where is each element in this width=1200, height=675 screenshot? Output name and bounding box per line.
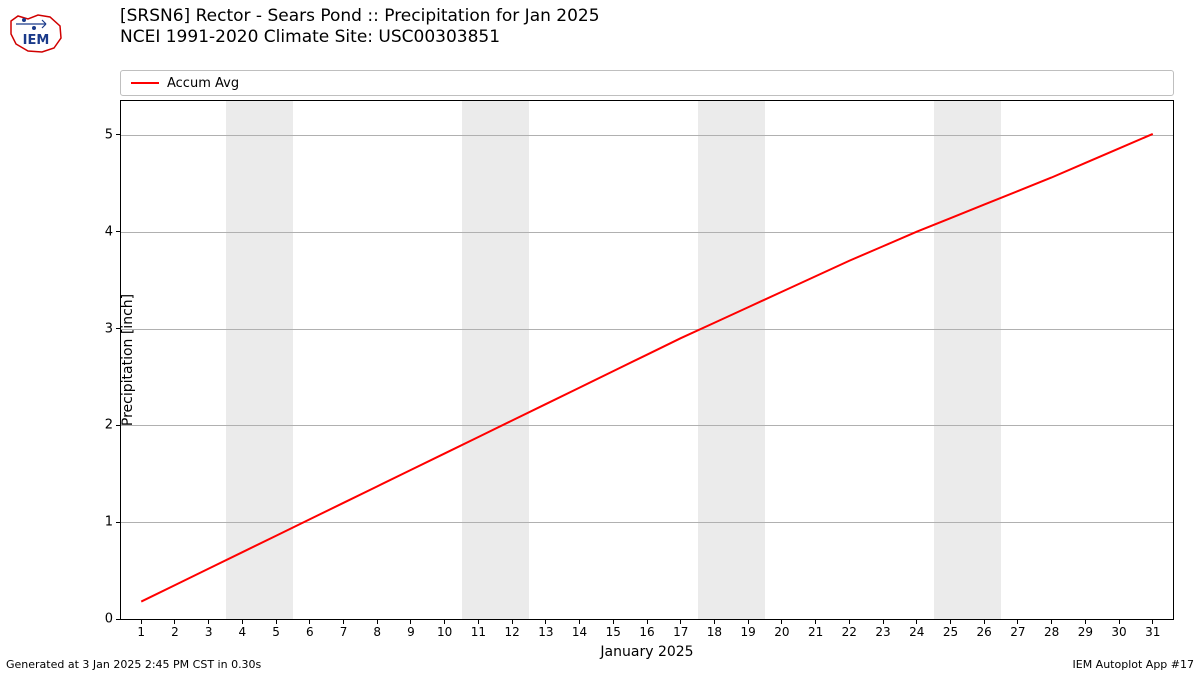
plot-area: 0123451234567891011121314151617181920212… bbox=[120, 100, 1174, 620]
ytick-label: 3 bbox=[105, 321, 121, 336]
xtick-label: 22 bbox=[842, 619, 857, 639]
xtick-label: 15 bbox=[606, 619, 621, 639]
xtick-label: 18 bbox=[707, 619, 722, 639]
iem-logo: IEM bbox=[6, 6, 66, 56]
ytick-label: 0 bbox=[105, 612, 121, 627]
xtick-label: 21 bbox=[808, 619, 823, 639]
legend: Accum Avg bbox=[120, 70, 1174, 96]
xtick-label: 2 bbox=[171, 619, 179, 639]
xtick-label: 9 bbox=[407, 619, 415, 639]
xtick-label: 5 bbox=[272, 619, 280, 639]
xtick-label: 26 bbox=[977, 619, 992, 639]
xtick-label: 13 bbox=[538, 619, 553, 639]
footer-appid: IEM Autoplot App #17 bbox=[1073, 658, 1195, 671]
ytick-label: 2 bbox=[105, 418, 121, 433]
xtick-label: 28 bbox=[1044, 619, 1059, 639]
xtick-label: 24 bbox=[909, 619, 924, 639]
xtick-label: 31 bbox=[1145, 619, 1160, 639]
xtick-label: 19 bbox=[741, 619, 756, 639]
ytick-label: 4 bbox=[105, 224, 121, 239]
xtick-label: 17 bbox=[673, 619, 688, 639]
xtick-label: 10 bbox=[437, 619, 452, 639]
xtick-label: 27 bbox=[1010, 619, 1025, 639]
xtick-label: 16 bbox=[639, 619, 654, 639]
x-axis-label: January 2025 bbox=[600, 644, 693, 660]
xtick-label: 23 bbox=[875, 619, 890, 639]
xtick-label: 4 bbox=[239, 619, 247, 639]
chart-title: [SRSN6] Rector - Sears Pond :: Precipita… bbox=[120, 6, 600, 49]
xtick-label: 20 bbox=[774, 619, 789, 639]
xtick-label: 8 bbox=[373, 619, 381, 639]
xtick-label: 7 bbox=[340, 619, 348, 639]
xtick-label: 29 bbox=[1078, 619, 1093, 639]
xtick-label: 3 bbox=[205, 619, 213, 639]
xtick-label: 1 bbox=[137, 619, 145, 639]
legend-label: Accum Avg bbox=[167, 76, 239, 91]
series-line bbox=[121, 101, 1173, 619]
svg-text:IEM: IEM bbox=[23, 33, 50, 48]
legend-swatch bbox=[131, 82, 159, 84]
xtick-label: 30 bbox=[1111, 619, 1126, 639]
title-line1: [SRSN6] Rector - Sears Pond :: Precipita… bbox=[120, 6, 600, 27]
footer-generated: Generated at 3 Jan 2025 2:45 PM CST in 0… bbox=[6, 658, 261, 671]
y-axis-label: Precipitation [inch] bbox=[120, 294, 136, 426]
xtick-label: 12 bbox=[504, 619, 519, 639]
ytick-label: 1 bbox=[105, 515, 121, 530]
ytick-label: 5 bbox=[105, 127, 121, 142]
xtick-label: 6 bbox=[306, 619, 314, 639]
xtick-label: 14 bbox=[572, 619, 587, 639]
title-line2: NCEI 1991-2020 Climate Site: USC00303851 bbox=[120, 27, 600, 48]
xtick-label: 25 bbox=[943, 619, 958, 639]
xtick-label: 11 bbox=[471, 619, 486, 639]
